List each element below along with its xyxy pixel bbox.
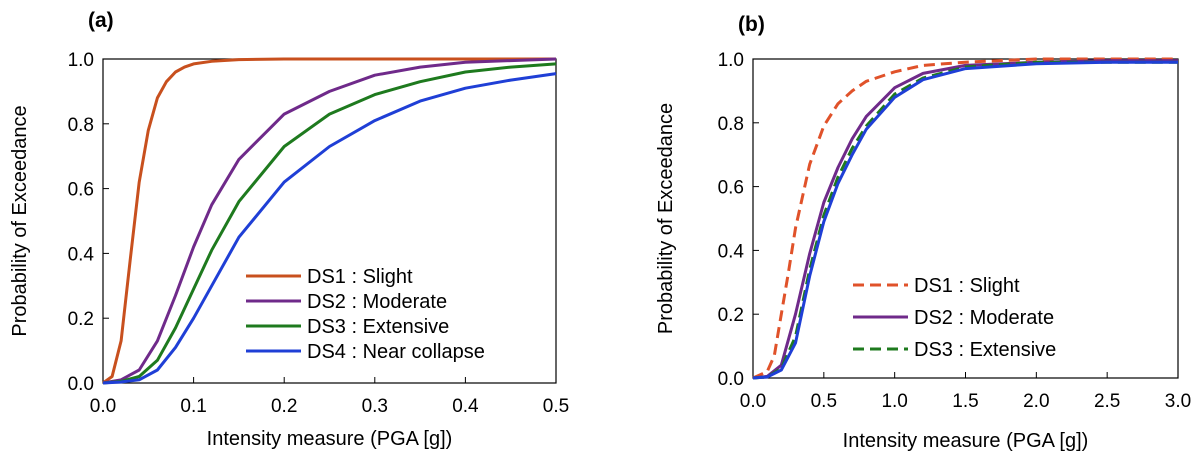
- chart-panel-b: (b) 0.0 0.5 1.0 1.5 2.0 2.5 3.0 0.0 0.2 0.4 0.6 0.8 1…: [655, 13, 1191, 452]
- legend-label: DS4 : Near collapse: [307, 341, 485, 363]
- x-axis-label: Intensity measure (PGA [g]): [843, 430, 1089, 452]
- legend-label: DS1 : Slight: [914, 275, 1020, 297]
- x-tick-label: 0.3: [362, 396, 388, 417]
- x-tick-label: 0.5: [543, 396, 569, 417]
- y-tick-label: 0.8: [718, 114, 744, 135]
- x-axis-label: Intensity measure (PGA [g]): [207, 428, 453, 450]
- series-line-ds4: [102, 72, 557, 385]
- y-axis-label: Probability of Exceedance: [9, 105, 31, 336]
- x-tick-label: 3.0: [1165, 391, 1191, 412]
- y-axis-label: Probability of Exceedance: [655, 103, 677, 334]
- series-line-ds2: [752, 59, 1178, 380]
- x-tick-label: 0.4: [452, 396, 479, 417]
- y-tick-label: 0.0: [68, 374, 94, 395]
- y-tick-label: 0.6: [718, 178, 744, 199]
- panel-label: (b): [738, 13, 765, 36]
- x-tick-label: 0.1: [180, 396, 206, 417]
- y-tick-label: 1.0: [718, 50, 744, 71]
- series-line-ds1: [102, 57, 556, 385]
- x-tick-label: 0.2: [271, 396, 297, 417]
- y-tick-label: 0.8: [68, 115, 94, 136]
- legend-label: DS2 : Moderate: [914, 307, 1054, 329]
- y-tick-label: 0.4: [718, 241, 745, 262]
- x-tick-label: 2.0: [1023, 391, 1049, 412]
- x-tick-label: 2.5: [1094, 391, 1120, 412]
- panel-label: (a): [88, 9, 114, 32]
- y-tick-label: 0.2: [718, 305, 744, 326]
- y-tick-label: 1.0: [68, 50, 94, 71]
- x-tick-label: 1.5: [952, 391, 978, 412]
- plot-frame: [752, 58, 1179, 379]
- y-tick-label: 0.4: [68, 244, 95, 265]
- y-tick-label: 0.2: [68, 309, 94, 330]
- legend-label: DS3 : Extensive: [307, 316, 449, 338]
- series-line-unlabeled: [752, 60, 1178, 380]
- legend-label: DS2 : Moderate: [307, 291, 447, 313]
- series-line-ds2: [102, 57, 557, 385]
- series-line-ds1: [752, 57, 1178, 380]
- x-tick-label: 0.5: [811, 391, 837, 412]
- chart-panel-a: (a) 0.0 0.1 0.2 0.3 0.4 0.5 0.0 0.2 0.4 0.6 0.8 1.0 I…: [9, 9, 569, 450]
- x-tick-label: 1.0: [881, 391, 907, 412]
- y-tick-label: 0.6: [68, 180, 94, 201]
- x-tick-label: 0.0: [90, 396, 116, 417]
- legend-label: DS3 : Extensive: [914, 339, 1056, 361]
- series-line-ds3: [102, 62, 557, 385]
- x-tick-label: 0.0: [740, 391, 766, 412]
- y-tick-label: 0.0: [718, 369, 744, 390]
- series-line-ds3: [752, 60, 1178, 380]
- legend-label: DS1 : Slight: [307, 266, 413, 288]
